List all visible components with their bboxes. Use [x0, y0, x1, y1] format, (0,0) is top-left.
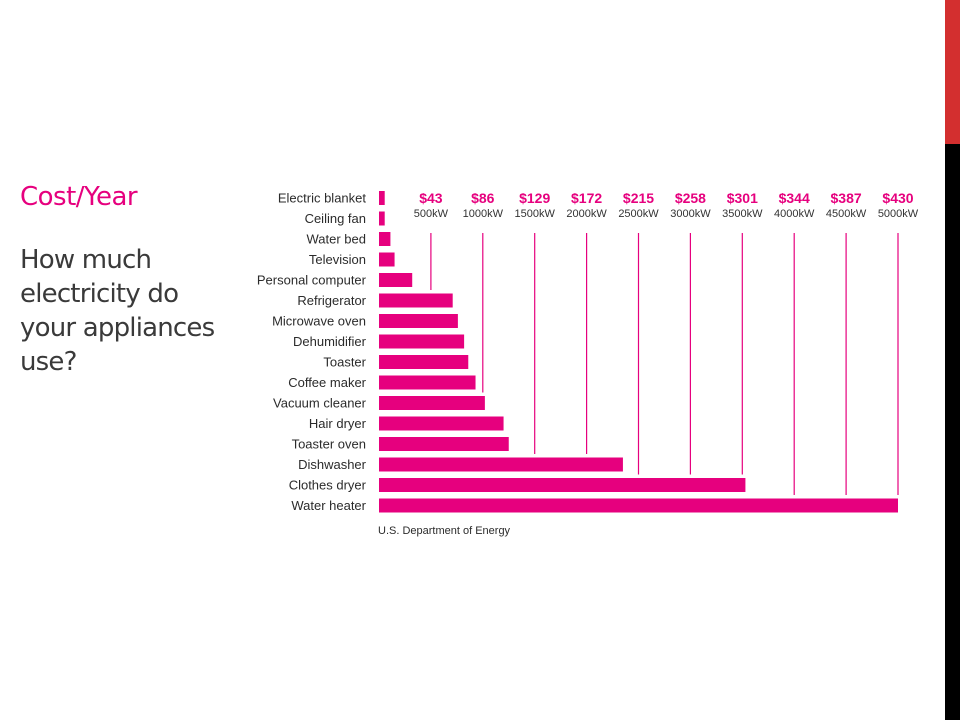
category-label: Toaster [323, 355, 366, 370]
slide-title: Cost/Year [20, 182, 138, 212]
bar [379, 375, 476, 390]
tick-kw-label: 4500kW [826, 208, 867, 220]
category-label: Water heater [291, 498, 366, 513]
category-label: Toaster oven [292, 437, 366, 452]
tick-kw-label: 1000kW [463, 208, 504, 220]
category-label: Ceiling fan [305, 211, 366, 226]
category-label: Coffee maker [288, 375, 366, 390]
slide-body: How much electricity do your appliances … [20, 245, 215, 377]
tick-cost-label: $129 [519, 190, 550, 206]
bar [379, 232, 391, 246]
bar [379, 355, 469, 369]
bar [379, 293, 453, 308]
category-label: Vacuum cleaner [273, 396, 367, 411]
bars [379, 191, 898, 513]
tick-kw-label: 5000kW [878, 208, 919, 220]
bar [379, 416, 504, 431]
bar [379, 498, 898, 513]
category-label: Dehumidifier [293, 334, 367, 349]
tick-cost-label: $430 [882, 190, 913, 206]
category-labels: Electric blanket Ceiling fan Water bed Tele… [257, 191, 367, 514]
bar [379, 437, 509, 451]
category-label: Electric blanket [278, 191, 367, 206]
grid-lines [430, 233, 899, 495]
tick-cost-label: $301 [727, 190, 758, 206]
category-label: Clothes dryer [289, 478, 367, 493]
source-label: U.S. Department of Energy [378, 525, 511, 537]
edge-accent-black [945, 144, 960, 720]
tick-cost-label: $215 [623, 190, 654, 206]
tick-labels: $43 500kW $86 1000kW $129 1500kW $172 2000kW $21… [414, 190, 919, 220]
bar [379, 211, 385, 226]
tick-kw-label: 2000kW [566, 208, 607, 220]
tick-cost-label: $172 [571, 190, 602, 206]
category-label: Dishwasher [298, 457, 367, 472]
tick-cost-label: $344 [779, 190, 810, 206]
category-label: Hair dryer [309, 416, 367, 431]
bar [379, 478, 746, 492]
tick-cost-label: $387 [831, 190, 862, 206]
bar [379, 396, 485, 410]
tick-cost-label: $86 [471, 190, 495, 206]
category-label: Television [309, 252, 366, 267]
bar [379, 314, 458, 328]
bar [379, 252, 395, 267]
bar [379, 334, 465, 349]
tick-kw-label: 3000kW [670, 208, 711, 220]
tick-cost-label: $258 [675, 190, 706, 206]
bar [379, 273, 413, 287]
bar [379, 191, 385, 205]
tick-kw-label: 4000kW [774, 208, 815, 220]
category-label: Microwave oven [272, 314, 366, 329]
tick-cost-label: $43 [419, 190, 443, 206]
tick-kw-label: 1500kW [515, 208, 556, 220]
tick-kw-label: 500kW [414, 208, 449, 220]
tick-kw-label: 2500kW [618, 208, 659, 220]
bar [379, 457, 623, 472]
tick-kw-label: 3500kW [722, 208, 763, 220]
category-label: Personal computer [257, 273, 367, 288]
edge-accent-red [945, 0, 960, 144]
category-label: Refrigerator [297, 293, 366, 308]
category-label: Water bed [307, 232, 367, 247]
